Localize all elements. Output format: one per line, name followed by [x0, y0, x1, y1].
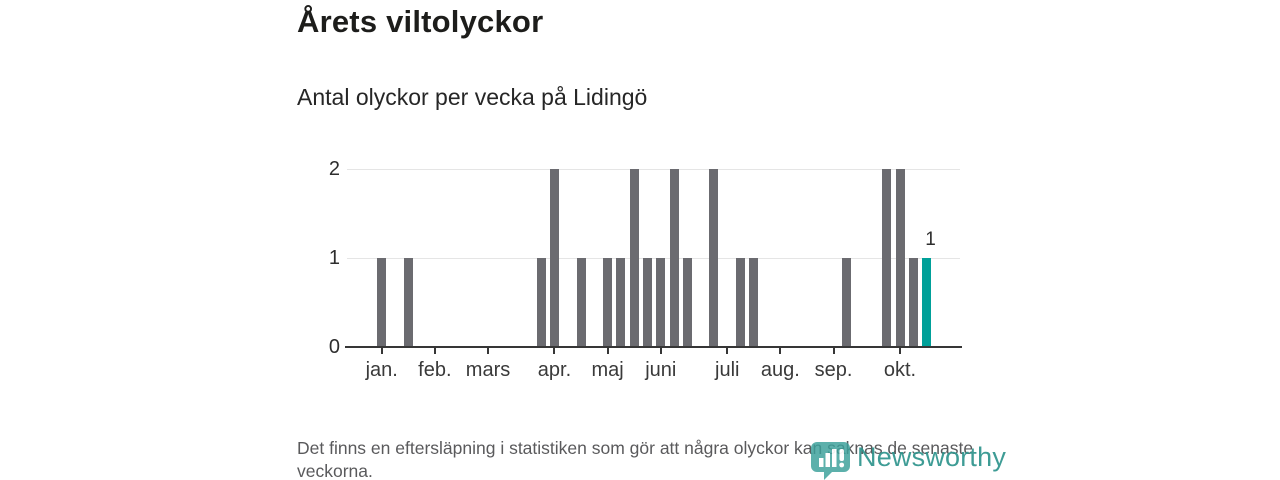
bar-week-22: [656, 258, 666, 347]
bar-week-42: [922, 258, 932, 347]
x-axis-month-label: apr.: [537, 359, 572, 381]
y-axis-tick-label: 2: [328, 158, 340, 180]
chart-subtitle: Antal olyckor per vecka på Lidingö: [297, 84, 648, 110]
x-axis-tick-mars: [487, 348, 490, 354]
newsworthy-logo[interactable]: Newsworthy: [810, 441, 1006, 480]
bar-week-26: [709, 169, 719, 347]
bar-week-29: [749, 258, 759, 347]
bar-week-14: [549, 169, 559, 347]
bar-week-39: [882, 169, 892, 347]
footer-note: Det finns en eftersläpning i statistiken…: [297, 438, 974, 480]
x-axis-month-label: juli: [715, 359, 740, 381]
x-axis-month-label: okt.: [883, 359, 917, 381]
x-axis-tick-juli: [726, 348, 729, 354]
y-axis-tick-label: 0: [328, 336, 340, 358]
bar-week-19: [616, 258, 626, 347]
bar-week-36: [842, 258, 852, 347]
x-axis-month-label: sep.: [814, 359, 853, 381]
bar-week-24: [682, 258, 692, 347]
x-axis-month-label: feb.: [418, 359, 452, 381]
bar-week-28: [736, 258, 746, 347]
latest-week-value-label: 1: [925, 229, 936, 250]
gridline-y2: [347, 168, 960, 170]
x-axis-month-label: maj: [591, 359, 624, 381]
x-axis-line: [345, 346, 962, 348]
x-axis-month-label: aug.: [760, 359, 800, 381]
x-axis-tick-aug: [779, 348, 782, 354]
gridline-y1: [347, 257, 960, 259]
bar-week-18: [603, 258, 613, 347]
x-axis-month-label: jan.: [365, 359, 398, 381]
x-axis-tick-jan: [380, 348, 383, 354]
bar-week-3: [403, 258, 413, 347]
newsworthy-pin-barchart-icon: [810, 441, 851, 480]
y-axis-tick-label: 1: [328, 247, 340, 269]
bar-week-1: [377, 258, 387, 347]
x-axis-tick-feb: [433, 348, 436, 354]
bar-week-41: [908, 258, 918, 347]
x-axis-month-label: mars: [465, 359, 511, 381]
x-axis-tick-maj: [606, 348, 609, 354]
bar-week-40: [895, 169, 905, 347]
page-title: Årets viltolyckor: [297, 4, 544, 39]
newsworthy-wordmark: Newsworthy: [857, 442, 1007, 472]
bar-week-13: [536, 258, 546, 347]
x-axis-tick-apr: [553, 348, 556, 354]
bar-week-21: [643, 258, 652, 347]
x-axis-month-label: juni: [645, 359, 677, 381]
bar-week-20: [629, 169, 639, 347]
x-axis-tick-sep: [832, 348, 835, 354]
bar-week-23: [669, 169, 679, 347]
x-axis-tick-juni: [659, 348, 662, 354]
bar-week-16: [576, 258, 586, 347]
x-axis-tick-okt: [899, 348, 901, 354]
